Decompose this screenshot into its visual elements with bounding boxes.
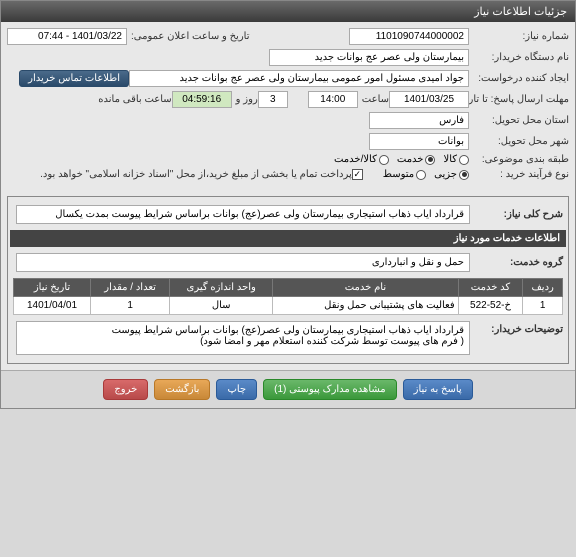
field-city: بوانات [369, 133, 469, 150]
field-days-left: 3 [258, 91, 288, 108]
lbl-deadline: مهلت ارسال پاسخ: تا تاریخ: [469, 94, 569, 105]
field-group: حمل و نقل و انبارداری [16, 253, 470, 272]
form-area: شماره نیاز: 1101090744000002 تاریخ و ساع… [1, 22, 575, 190]
hdr-desc: شرح کلی نیاز: [473, 209, 563, 220]
exit-button[interactable]: خروج [103, 379, 148, 400]
field-deadline-time: 14:00 [308, 91, 358, 108]
classify-opt-0[interactable]: کالا [443, 154, 469, 165]
hdr-buyer-notes: توضیحات خریدار: [473, 318, 563, 335]
lbl-day-and: روز و [232, 94, 258, 105]
lbl-hours-remain: ساعت باقی مانده [94, 94, 171, 105]
field-need-no: 1101090744000002 [349, 28, 469, 45]
classify-radio-group: کالا خدمت کالا/خدمت [334, 154, 469, 165]
lbl-city: شهر محل تحویل: [469, 136, 569, 147]
details-window: جزئیات اطلاعات نیاز شماره نیاز: 11010907… [0, 0, 576, 409]
field-org: بیمارستان ولی عصر عج بوانات جدید [269, 49, 469, 66]
lbl-classify: طبقه بندی موضوعی: [469, 154, 569, 165]
lbl-need-no: شماره نیاز: [469, 31, 569, 42]
respond-button[interactable]: پاسخ به نیاز [403, 379, 473, 400]
inner-details-box: شرح کلی نیاز: قرارداد ایاب ذهاب استیجاری… [7, 196, 569, 364]
cell-qty: 1 [91, 297, 170, 315]
field-province: فارس [369, 112, 469, 129]
cell-name: فعالیت های پشتیبانی حمل ونقل [273, 297, 458, 315]
lbl-creator: ایجاد کننده درخواست: [469, 73, 569, 84]
cell-date: 1401/04/01 [14, 297, 91, 315]
classify-opt-2[interactable]: کالا/خدمت [334, 154, 389, 165]
attachments-button[interactable]: مشاهده مدارک پیوستی (1) [263, 379, 397, 400]
cell-unit: سال [170, 297, 273, 315]
col-code: کد خدمت [458, 279, 523, 297]
window-title: جزئیات اطلاعات نیاز [474, 6, 567, 18]
lbl-announce: تاریخ و ساعت اعلان عمومی: [127, 31, 250, 42]
proc-opt-1[interactable]: متوسط [383, 169, 426, 180]
print-button[interactable]: چاپ [216, 379, 257, 400]
classify-opt-1[interactable]: خدمت [397, 154, 436, 165]
field-deadline-date: 1401/03/25 [389, 91, 469, 108]
col-name: نام خدمت [273, 279, 458, 297]
contact-info-button[interactable]: اطلاعات تماس خریدار [19, 70, 129, 87]
col-idx: ردیف [523, 279, 563, 297]
lbl-province: استان محل تحویل: [469, 115, 569, 126]
cell-idx: 1 [523, 297, 563, 315]
col-unit: واحد اندازه گیری [170, 279, 273, 297]
table-row[interactable]: 1 خ-52-522 فعالیت های پشتیبانی حمل ونقل … [14, 297, 563, 315]
field-description: قرارداد ایاب ذهاب استیجاری بیمارستان ولی… [16, 205, 470, 224]
proc-opt-0[interactable]: جزیی [434, 169, 469, 180]
back-button[interactable]: بازگشت [154, 379, 210, 400]
lbl-proc-type: نوع فرآیند خرید : [469, 169, 569, 180]
lbl-pay-note: پرداخت تمام یا بخشی از مبلغ خرید،از محل … [36, 169, 352, 180]
field-creator: جواد امیدی مسئول امور عمومی بیمارستان ول… [129, 70, 469, 87]
bottom-button-bar: پاسخ به نیاز مشاهده مدارک پیوستی (1) چاپ… [1, 370, 575, 408]
col-date: تاریخ نیاز [14, 279, 91, 297]
field-time-left: 04:59:16 [172, 91, 232, 108]
table-header-row: ردیف کد خدمت نام خدمت واحد اندازه گیری ت… [14, 279, 563, 297]
field-buyer-notes: قرارداد ایاب ذهاب استیجاری بیمارستان ولی… [16, 321, 470, 355]
cell-code: خ-52-522 [458, 297, 523, 315]
col-qty: تعداد / مقدار [91, 279, 170, 297]
hdr-group: گروه خدمت: [473, 257, 563, 268]
lbl-org: نام دستگاه خریدار: [469, 52, 569, 63]
proc-type-radio-group: جزیی متوسط [383, 169, 469, 180]
field-announce: 1401/03/22 - 07:44 [7, 28, 127, 45]
lbl-at-time-1: ساعت [358, 94, 389, 105]
window-titlebar: جزئیات اطلاعات نیاز [1, 1, 575, 22]
hdr-services: اطلاعات خدمات مورد نیاز [10, 230, 566, 247]
services-table: ردیف کد خدمت نام خدمت واحد اندازه گیری ت… [13, 278, 563, 315]
payment-note-checkbox[interactable]: ✓ [352, 169, 363, 180]
